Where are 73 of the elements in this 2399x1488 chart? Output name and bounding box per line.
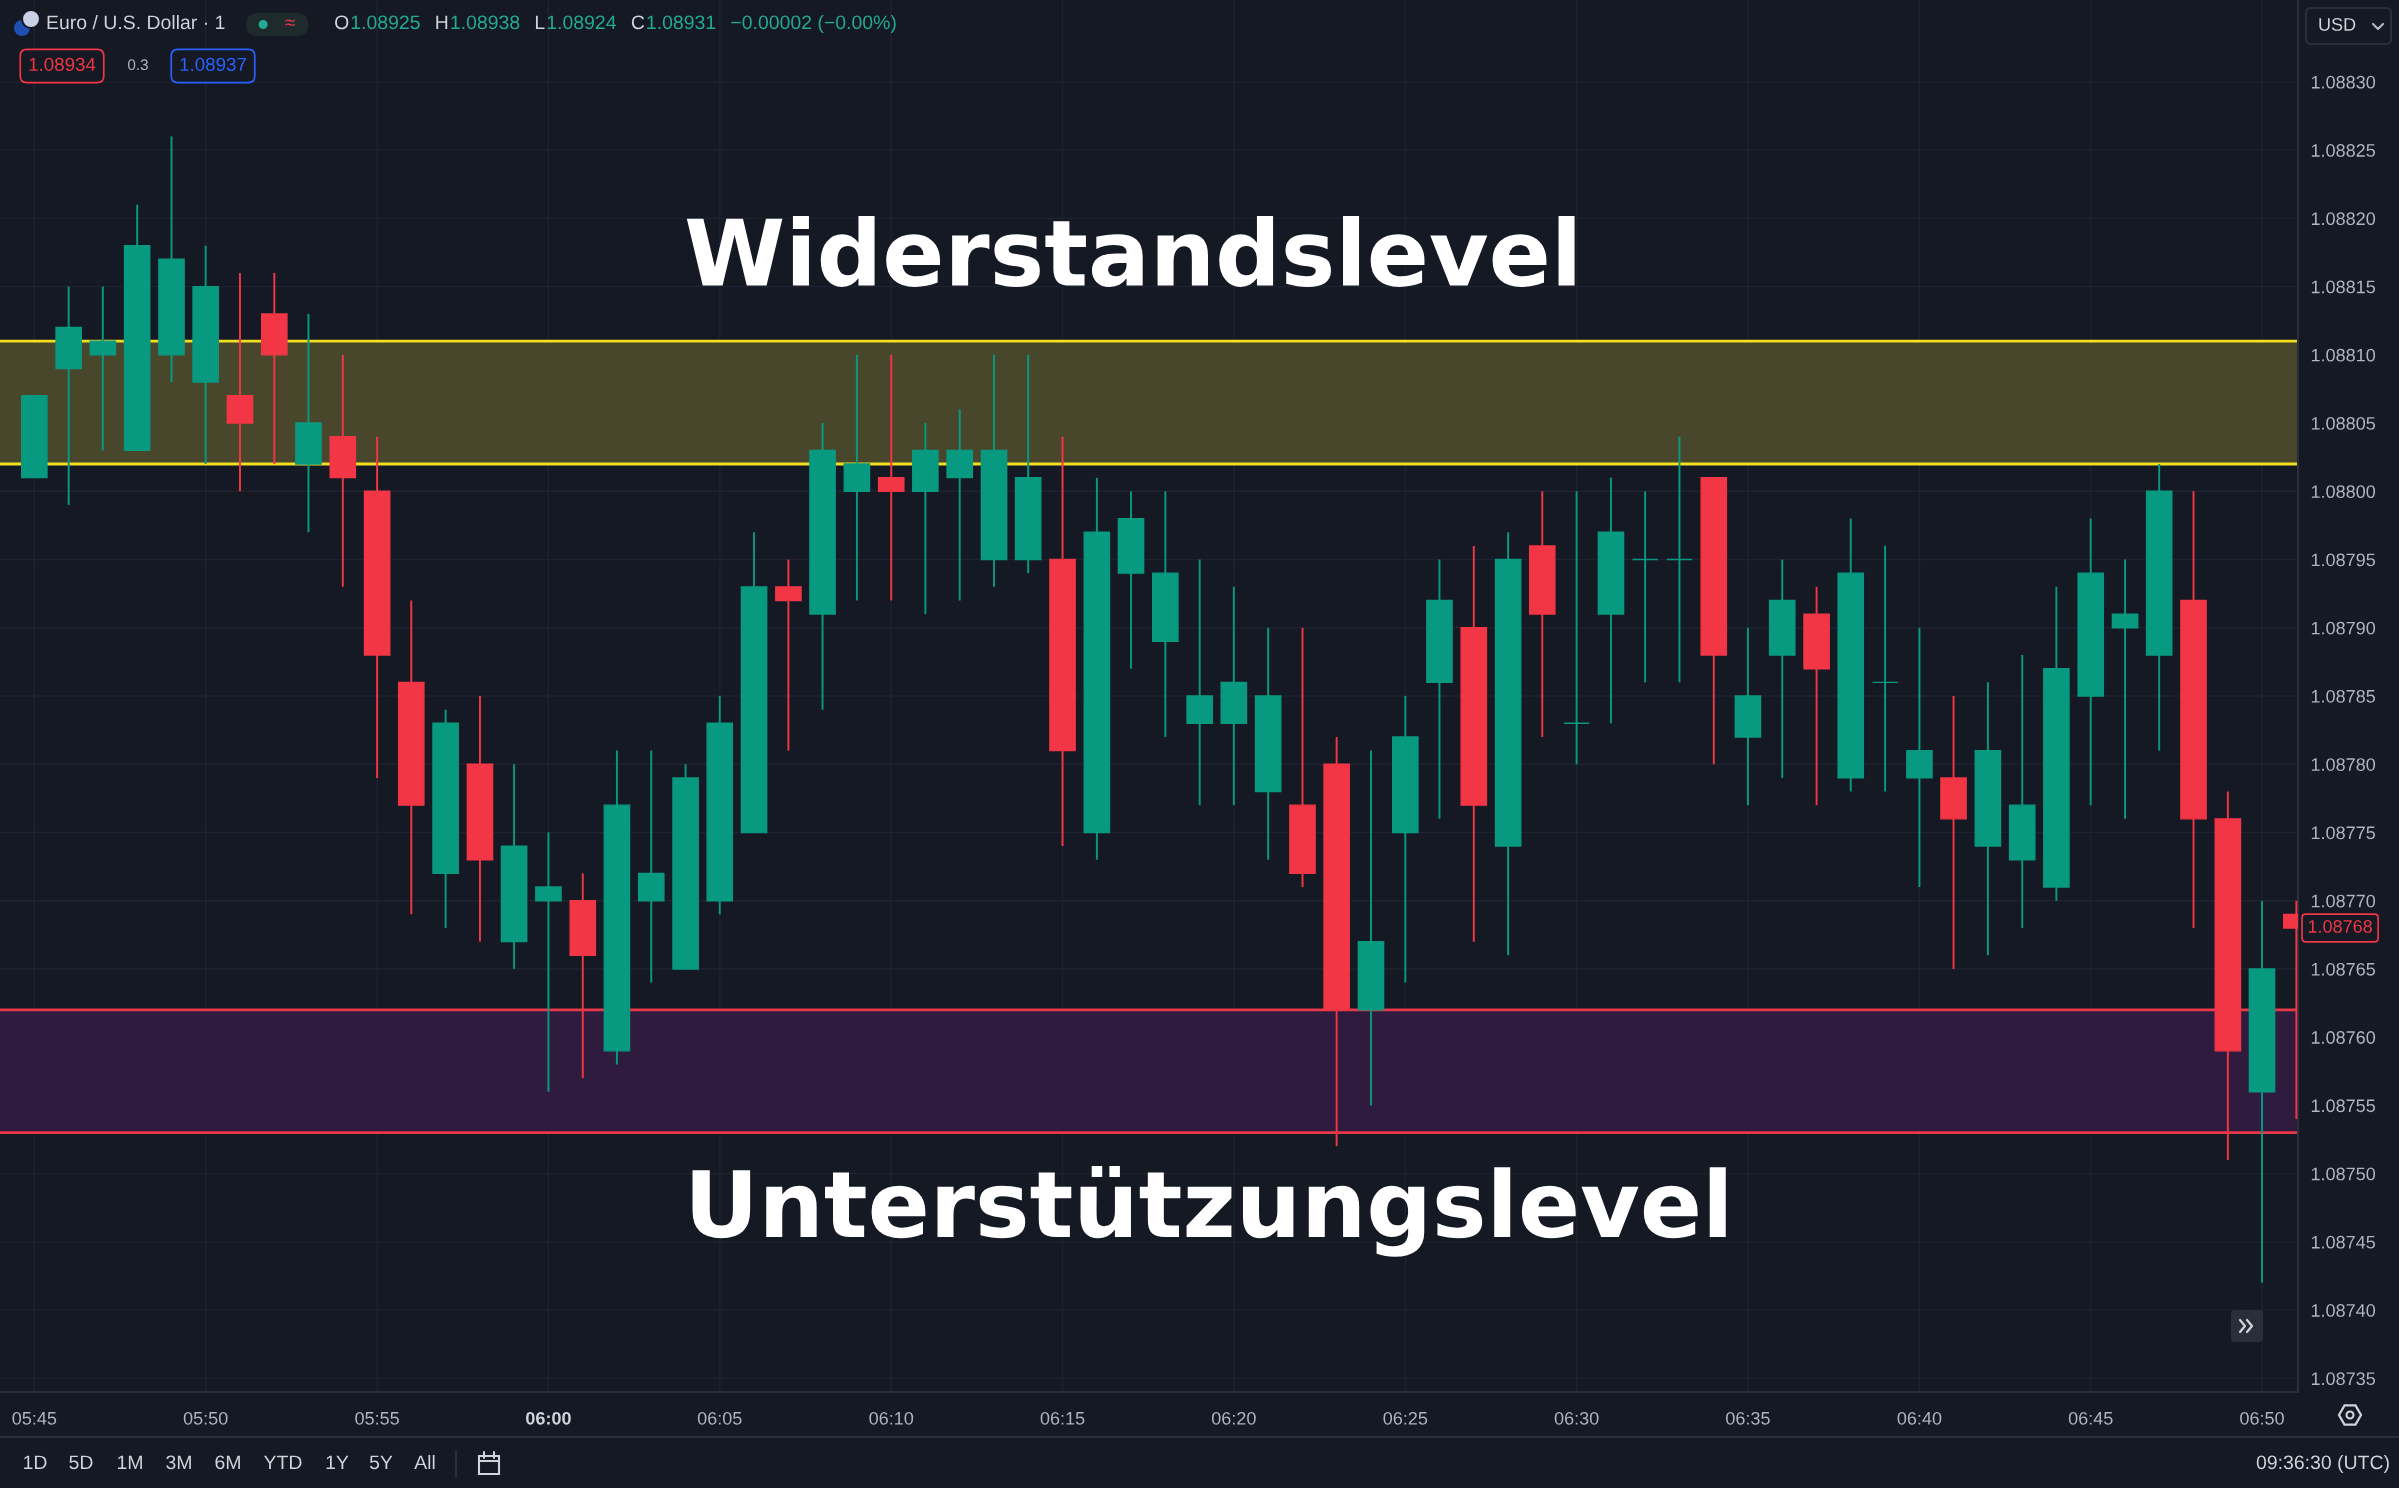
x-tick-label: 06:20 bbox=[1211, 1411, 1256, 1425]
y-tick-label: 1.08745 bbox=[2311, 1235, 2376, 1249]
annotation: L bbox=[535, 15, 545, 30]
y-tick-label: 1.08785 bbox=[2311, 689, 2376, 703]
candlestick bbox=[775, 558, 802, 752]
candlestick bbox=[1666, 435, 1693, 684]
x-tick-label: 06:50 bbox=[2240, 1411, 2284, 1425]
x-tick-label: 06:45 bbox=[2068, 1411, 2113, 1425]
annotation: H bbox=[436, 15, 448, 30]
x-tick-label: 06:30 bbox=[1554, 1411, 1599, 1425]
y-tick-label: 1.08825 bbox=[2311, 144, 2376, 157]
candlestick bbox=[637, 749, 665, 984]
y-tick-label: 1.08740 bbox=[2311, 1304, 2376, 1317]
annotation: 1.08768 bbox=[2308, 920, 2372, 933]
x-tick-label: 05:55 bbox=[355, 1411, 399, 1425]
candlestick bbox=[1906, 626, 1933, 889]
y-tick-label: 1.08780 bbox=[2311, 758, 2376, 771]
x-tick-label: 06:10 bbox=[869, 1411, 914, 1425]
candlestick bbox=[1631, 490, 1659, 684]
x-tick-label: 06:00 bbox=[526, 1411, 571, 1425]
candlestick bbox=[877, 353, 905, 602]
candlestick bbox=[1871, 544, 1899, 793]
annotation: 1.08934 bbox=[29, 57, 96, 72]
candlestick bbox=[535, 831, 562, 1093]
annotation: 0.3 bbox=[127, 59, 148, 71]
x-tick-label: 06:25 bbox=[1383, 1411, 1428, 1425]
band-label: Widerstandslevel bbox=[686, 215, 1575, 287]
y-tick-label: 1.08735 bbox=[2311, 1372, 2376, 1386]
band-label: Unterstützungslevel bbox=[692, 1166, 1726, 1257]
y-tick-label: 1.08805 bbox=[2311, 416, 2376, 430]
y-tick-label: 1.08755 bbox=[2311, 1099, 2376, 1113]
text: 5Y bbox=[369, 1455, 393, 1470]
text: 1Y bbox=[326, 1455, 349, 1470]
x-tick-label: 06:40 bbox=[1897, 1411, 1942, 1425]
text: 6M bbox=[215, 1455, 240, 1470]
annotation: −0.00002 (−0.00%) bbox=[731, 14, 896, 34]
x-tick-label: 05:45 bbox=[12, 1411, 57, 1425]
annotation: ≈ bbox=[285, 19, 295, 26]
text: All bbox=[414, 1454, 435, 1470]
candlestick bbox=[2111, 558, 2139, 820]
annotation: C bbox=[631, 15, 645, 30]
annotation: 1.08938 bbox=[451, 15, 520, 30]
text: Euro / U.S. Dollar · 1 bbox=[47, 14, 225, 30]
y-tick-label: 1.08750 bbox=[2311, 1167, 2376, 1181]
x-tick-label: 06:15 bbox=[1040, 1411, 1085, 1425]
annotation: O bbox=[335, 15, 349, 30]
y-tick-label: 1.08770 bbox=[2311, 894, 2376, 908]
annotation: 1.08931 bbox=[647, 15, 716, 30]
text: YTD bbox=[263, 1455, 302, 1470]
x-tick-label: 06:35 bbox=[1726, 1411, 1770, 1425]
y-tick-label: 1.08815 bbox=[2311, 280, 2376, 294]
y-tick-label: 1.08790 bbox=[2311, 621, 2376, 635]
text: 09:36:30 (UTC) bbox=[2256, 1454, 2389, 1474]
annotation: 1.08924 bbox=[547, 15, 616, 30]
y-tick-label: 1.08765 bbox=[2311, 962, 2376, 976]
y-tick-label: 1.08800 bbox=[2311, 485, 2376, 499]
candlestick bbox=[1563, 490, 1590, 766]
candlestick bbox=[89, 285, 117, 452]
x-tick-label: 05:50 bbox=[183, 1411, 228, 1425]
y-tick-label: 1.08775 bbox=[2311, 826, 2376, 840]
text: 1D bbox=[24, 1455, 47, 1470]
y-tick-label: 1.08830 bbox=[2311, 75, 2376, 89]
x-tick-label: 06:05 bbox=[697, 1411, 742, 1425]
text: 5D bbox=[69, 1455, 93, 1470]
y-tick-label: 1.08820 bbox=[2311, 212, 2376, 226]
text: 3M bbox=[166, 1455, 191, 1470]
text: USD bbox=[2319, 18, 2356, 31]
text: 1M bbox=[117, 1455, 142, 1470]
annotation: 1.08925 bbox=[351, 15, 420, 30]
y-tick-label: 1.08795 bbox=[2311, 553, 2376, 567]
annotation: 1.08937 bbox=[180, 57, 246, 72]
y-tick-label: 1.08760 bbox=[2311, 1031, 2376, 1044]
y-tick-label: 1.08810 bbox=[2311, 348, 2376, 362]
